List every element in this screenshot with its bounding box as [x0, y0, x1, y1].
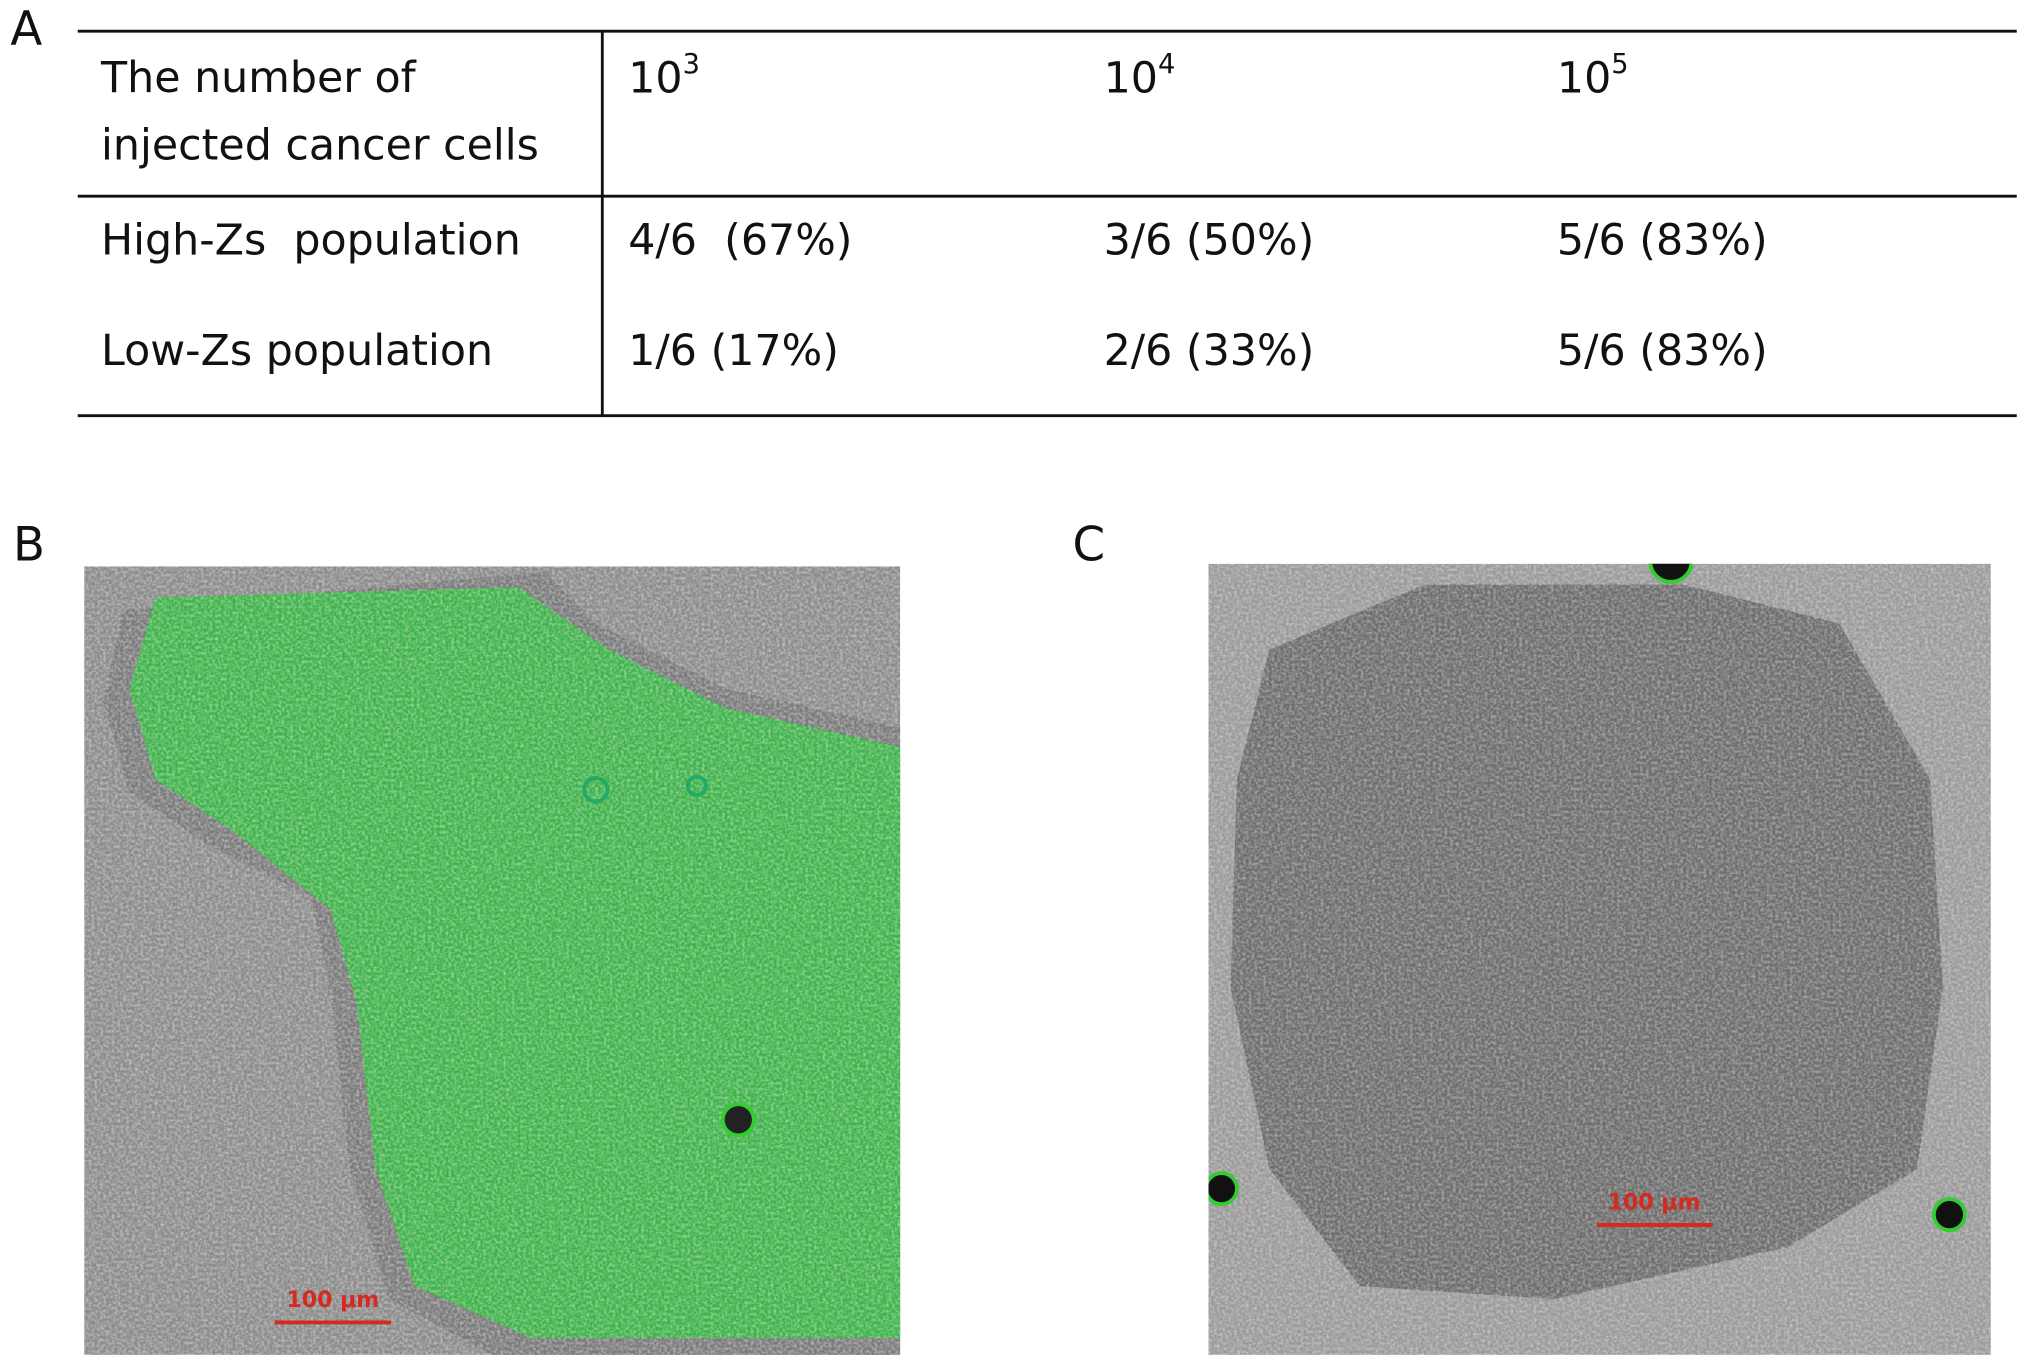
table-cell: 4/6 (67%): [628, 215, 852, 265]
base: 10: [1557, 53, 1611, 103]
base: 10: [1104, 53, 1158, 103]
header-cell: 105: [1557, 48, 1629, 103]
panel-label: A: [10, 3, 42, 57]
row-label: Low-Zs population: [101, 326, 493, 376]
header-cell: 104: [1104, 48, 1176, 103]
micrograph: [84, 566, 901, 1355]
header-cell: injected cancer cells: [101, 121, 539, 171]
header-cell: The number of: [100, 53, 417, 103]
panel-label: C: [1072, 519, 1105, 573]
row-label: High-Zs population: [101, 215, 521, 265]
table-cell: 3/6 (50%): [1104, 215, 1315, 265]
header-cell: 103: [628, 48, 700, 103]
exponent: 3: [683, 48, 700, 79]
table-cell: 1/6 (17%): [628, 326, 839, 376]
table-cell: 5/6 (83%): [1557, 215, 1768, 265]
scale-bar-label: 100 μm: [287, 1288, 380, 1313]
table-cell: 2/6 (33%): [1104, 326, 1315, 376]
scale-bar-label: 100 μm: [1608, 1190, 1701, 1215]
panel-label: B: [13, 519, 45, 573]
table-cell: 5/6 (83%): [1557, 326, 1768, 376]
exponent: 5: [1611, 48, 1628, 79]
table-body: High-Zs population 4/6 (67%) 3/6 (50%) 5/6 …: [101, 215, 1768, 375]
micrograph: [1208, 563, 1991, 1355]
exponent: 4: [1158, 48, 1175, 79]
base: 10: [628, 53, 682, 103]
